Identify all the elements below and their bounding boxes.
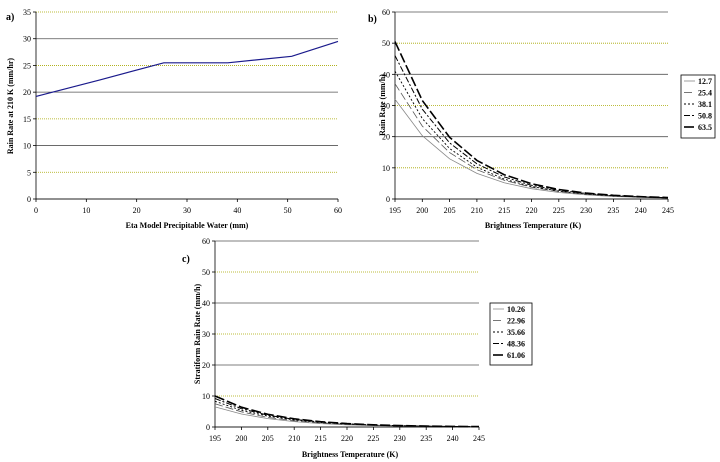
panel-b-series-line-38.1	[394, 70, 669, 199]
panel-a-ytick-label: 25	[23, 61, 31, 70]
panel-b-series-line-12.7	[394, 99, 669, 199]
panel-b-grid	[395, 11, 668, 200]
panel-c-ytick-label: 0	[206, 423, 210, 432]
panel-b-ytick-label: 20	[382, 133, 390, 142]
panel-c-xtick-label: 200	[235, 434, 247, 443]
panel-c-xtick-label: 225	[367, 434, 379, 443]
panel-c-xtick-label: 210	[288, 434, 300, 443]
panel-b-ylabel: Rain Rate (mm/h)	[378, 74, 387, 136]
panel-b-chart: b) Rain Rate (mm/h) Brightness Temperatu…	[368, 8, 716, 230]
panel-b-xtick-label: 235	[607, 206, 619, 215]
panel-c-grid	[215, 240, 479, 428]
panel-b-legend-label: 25.4	[698, 89, 712, 98]
panel-b-ytick-label: 60	[382, 8, 390, 17]
panel-a-grid	[36, 11, 338, 200]
panel-a-xlabel: Eta Model Precipitable Water (mm)	[126, 221, 249, 230]
panel-b-xtick-label: 225	[553, 206, 565, 215]
panel-a-ytick-label: 10	[23, 142, 31, 151]
panel-a-ytick-label: 0	[27, 195, 31, 204]
panel-a-xtick-label: 30	[183, 206, 191, 215]
panel-c-legend-label: 48.36	[507, 340, 525, 349]
panel-c-xtick-label: 195	[209, 434, 221, 443]
panel-b-xtick-label: 205	[444, 206, 456, 215]
panel-a-series-line	[35, 40, 339, 97]
panel-a-xtick-label: 50	[284, 206, 292, 215]
panel-b-xtick-label: 220	[526, 206, 538, 215]
panel-c-legend-label: 35.66	[507, 328, 525, 337]
panel-a-xtick-label: 20	[133, 206, 141, 215]
panel-c-label: c)	[182, 254, 190, 265]
panel-c-xtick-label: 205	[262, 434, 274, 443]
panel-c-chart: c) Stratiform Rain Rate (mm/h) Brightnes…	[182, 237, 533, 459]
panel-b-legend-label: 63.5	[698, 123, 712, 132]
panel-a-xtick-label: 60	[334, 206, 342, 215]
panel-c-xtick-label: 220	[341, 434, 353, 443]
panel-c-ytick-label: 20	[202, 361, 210, 370]
panel-b-xtick-label: 200	[416, 206, 428, 215]
panel-b-ytick-label: 10	[382, 164, 390, 173]
panel-c-ytick-label: 10	[202, 392, 210, 401]
panel-c-legend-label: 10.26	[507, 305, 525, 314]
panel-b-xtick-label: 245	[662, 206, 674, 215]
panel-b-xtick-label: 230	[580, 206, 592, 215]
panel-b-xlabel: Brightness Temperature (K)	[485, 221, 582, 230]
panel-a-ytick-label: 20	[23, 88, 31, 97]
panel-a-xtick-label: 0	[34, 206, 38, 215]
panel-c-ytick-label: 40	[202, 299, 210, 308]
panel-b-xtick-label: 195	[389, 206, 401, 215]
panel-a-chart: a) Rain Rate at 210 K (mm/hr) Eta Model …	[6, 8, 342, 230]
panel-a-ytick-label: 30	[23, 35, 31, 44]
panel-c-legend-label: 61.06	[507, 351, 525, 360]
panel-c-xtick-label: 235	[420, 434, 432, 443]
panel-b-xtick-label: 210	[471, 206, 483, 215]
panel-a-ylabel: Rain Rate at 210 K (mm/hr)	[6, 58, 15, 155]
panel-a-ytick-label: 5	[27, 168, 31, 177]
panel-b-series-line-50.8	[394, 55, 669, 199]
panel-b-label: b)	[368, 14, 377, 25]
panel-b-series-line-25.4	[394, 83, 669, 199]
panel-a-ytick-label: 15	[23, 115, 31, 124]
panel-c-ylabel: Stratiform Rain Rate (mm/h)	[193, 284, 202, 385]
panel-b-ytick-label: 50	[382, 39, 390, 48]
panel-b-legend-label: 12.7	[698, 77, 712, 86]
panel-c-xlabel: Brightness Temperature (K)	[302, 450, 399, 459]
panel-a-ytick-label: 35	[23, 8, 31, 17]
panel-c-xtick-label: 245	[473, 434, 485, 443]
panel-c-ytick-label: 50	[202, 268, 210, 277]
panel-b-legend-label: 38.1	[698, 100, 712, 109]
panel-a-xtick-label: 40	[233, 206, 241, 215]
panel-a-label: a)	[6, 12, 14, 23]
panel-c-legend-label: 22.96	[507, 317, 525, 326]
panel-a-xtick-label: 10	[82, 206, 90, 215]
panel-b-xtick-label: 215	[498, 206, 510, 215]
panel-b-xtick-label: 240	[635, 206, 647, 215]
panel-c-series-line-35.66	[214, 400, 480, 428]
panel-b-legend-label: 50.8	[698, 112, 712, 121]
panel-b-ytick-label: 0	[386, 195, 390, 204]
panel-c-xtick-label: 240	[447, 434, 459, 443]
panel-c-ytick-label: 30	[202, 330, 210, 339]
panel-b-ytick-label: 30	[382, 102, 390, 111]
panel-c-series-line-48.36	[214, 398, 480, 428]
panel-b-ytick-label: 40	[382, 70, 390, 79]
panel-c-xtick-label: 215	[315, 434, 327, 443]
panel-c-series-line-61.06	[214, 395, 480, 428]
panel-c-ytick-label: 60	[202, 237, 210, 246]
panel-b-series-line-63.5	[394, 41, 669, 199]
panel-c-xtick-label: 230	[394, 434, 406, 443]
